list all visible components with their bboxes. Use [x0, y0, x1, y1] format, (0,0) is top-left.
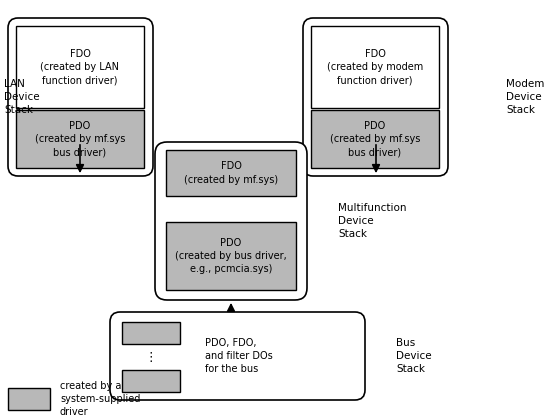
- Text: FDO
(created by LAN
function driver): FDO (created by LAN function driver): [40, 49, 120, 85]
- FancyBboxPatch shape: [110, 312, 365, 400]
- FancyBboxPatch shape: [155, 142, 307, 300]
- Bar: [166, 150, 296, 196]
- Text: PDO
(created by bus driver,
e.g., pcmcia.sys): PDO (created by bus driver, e.g., pcmcia…: [175, 238, 287, 274]
- Text: PDO
(created by mf.sys
bus driver): PDO (created by mf.sys bus driver): [35, 121, 125, 157]
- Bar: [8, 388, 50, 410]
- FancyBboxPatch shape: [8, 18, 153, 176]
- Bar: [122, 370, 180, 392]
- Text: PDO
(created by mf.sys
bus driver): PDO (created by mf.sys bus driver): [330, 121, 420, 157]
- Text: FDO
(created by modem
function driver): FDO (created by modem function driver): [327, 49, 423, 85]
- Bar: [166, 222, 296, 290]
- Bar: [16, 110, 144, 168]
- Bar: [16, 26, 144, 108]
- Text: Modem
Device
Stack: Modem Device Stack: [506, 79, 545, 115]
- Text: ⋮: ⋮: [145, 351, 157, 364]
- Text: PDO, FDO,
and filter DOs
for the bus: PDO, FDO, and filter DOs for the bus: [205, 338, 273, 374]
- FancyBboxPatch shape: [303, 18, 448, 176]
- Bar: [311, 110, 439, 168]
- Bar: [122, 322, 180, 344]
- Bar: [311, 26, 439, 108]
- Text: LAN
Device
Stack: LAN Device Stack: [4, 79, 40, 115]
- Text: created by a
system-supplied
driver: created by a system-supplied driver: [60, 381, 140, 417]
- Text: FDO
(created by mf.sys): FDO (created by mf.sys): [184, 161, 278, 185]
- Text: Multifunction
Device
Stack: Multifunction Device Stack: [338, 203, 407, 239]
- Text: Bus
Device
Stack: Bus Device Stack: [396, 338, 432, 374]
